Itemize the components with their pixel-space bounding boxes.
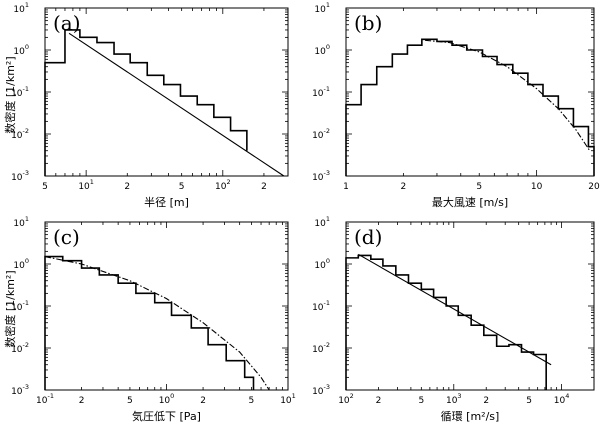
x-tick-label: 2 bbox=[376, 396, 382, 406]
x-tick-label: 5 bbox=[249, 396, 255, 406]
x-tick-label: 20 bbox=[588, 182, 600, 192]
x-tick-label: 100 bbox=[159, 392, 175, 406]
y-tick-label: 101 bbox=[314, 1, 330, 15]
histogram-step bbox=[345, 254, 547, 390]
fit-line bbox=[44, 256, 270, 391]
fit-line bbox=[68, 32, 285, 177]
x-tick-label: 10-1 bbox=[36, 392, 54, 406]
x-tick-label: 103 bbox=[446, 392, 462, 406]
y-tick-label: 101 bbox=[13, 1, 29, 15]
fit-line bbox=[425, 39, 591, 152]
histogram-step bbox=[44, 29, 248, 176]
y-axis-label: 数密度 [1/km²] bbox=[3, 270, 17, 347]
x-tick-label: 2 bbox=[483, 396, 489, 406]
x-axis-label: 気圧低下 [Pa] bbox=[132, 409, 201, 423]
fit-line bbox=[358, 253, 552, 366]
plot-frame bbox=[345, 221, 595, 391]
x-tick-label: 2 bbox=[200, 396, 206, 406]
y-tick-label: 10-3 bbox=[312, 169, 330, 183]
panel-d: 102 2 5 103 2 5 104 10-3 10-2 10-1 100 101 循環 [m²/s]… bbox=[312, 215, 595, 423]
panel-letter: (a) bbox=[53, 11, 81, 35]
y-tick-label: 10-3 bbox=[11, 383, 29, 397]
x-tick-label: 102 bbox=[215, 178, 231, 192]
x-tick-label: 102 bbox=[338, 392, 354, 406]
x-tick-label: 2 bbox=[401, 182, 407, 192]
y-axis-label: 数密度 [1/km²] bbox=[3, 56, 17, 133]
panel-b: 1 2 5 10 20 10-3 10-2 10-1 100 101 最大風速 [m/s] (b) bbox=[312, 1, 600, 209]
panel-letter: (d) bbox=[354, 225, 382, 249]
x-tick-label: 5 bbox=[476, 182, 482, 192]
x-axis-label: 循環 [m²/s] bbox=[441, 410, 500, 423]
histogram-step bbox=[44, 255, 255, 390]
panel-letter: (c) bbox=[53, 225, 80, 249]
x-tick-label: 10 bbox=[531, 182, 543, 192]
x-tick-label: 2 bbox=[124, 182, 130, 192]
y-tick-label: 100 bbox=[13, 43, 29, 57]
y-tick-label: 100 bbox=[13, 257, 29, 271]
plot-frame bbox=[44, 7, 289, 177]
y-tick-label: 10-3 bbox=[11, 169, 29, 183]
x-tick-label: 2 bbox=[261, 182, 267, 192]
y-tick-label: 10-2 bbox=[312, 127, 330, 141]
x-axis-label: 最大風速 [m/s] bbox=[432, 195, 508, 209]
x-tick-label: 101 bbox=[280, 392, 296, 406]
x-tick-label: 5 bbox=[42, 182, 48, 192]
y-tick-label: 10-2 bbox=[312, 341, 330, 355]
y-tick-label: 100 bbox=[314, 43, 330, 57]
x-axis-label: 半径 [m] bbox=[144, 195, 189, 209]
y-tick-label: 101 bbox=[13, 215, 29, 229]
y-tick-label: 10-1 bbox=[312, 85, 330, 99]
plot-frame bbox=[345, 7, 595, 177]
panel-letter: (b) bbox=[354, 11, 382, 35]
y-tick-label: 101 bbox=[314, 215, 330, 229]
plot-frame bbox=[44, 221, 289, 391]
y-tick-label: 100 bbox=[314, 257, 330, 271]
x-tick-label: 5 bbox=[179, 182, 185, 192]
x-tick-label: 5 bbox=[526, 396, 532, 406]
x-tick-label: 5 bbox=[418, 396, 424, 406]
y-tick-label: 10-3 bbox=[312, 383, 330, 397]
x-tick-label: 104 bbox=[554, 392, 570, 406]
y-tick-label: 10-1 bbox=[312, 299, 330, 313]
x-tick-label: 5 bbox=[127, 396, 133, 406]
x-tick-label: 1 bbox=[343, 182, 349, 192]
x-tick-label: 2 bbox=[79, 396, 85, 406]
x-tick-label: 101 bbox=[78, 178, 94, 192]
